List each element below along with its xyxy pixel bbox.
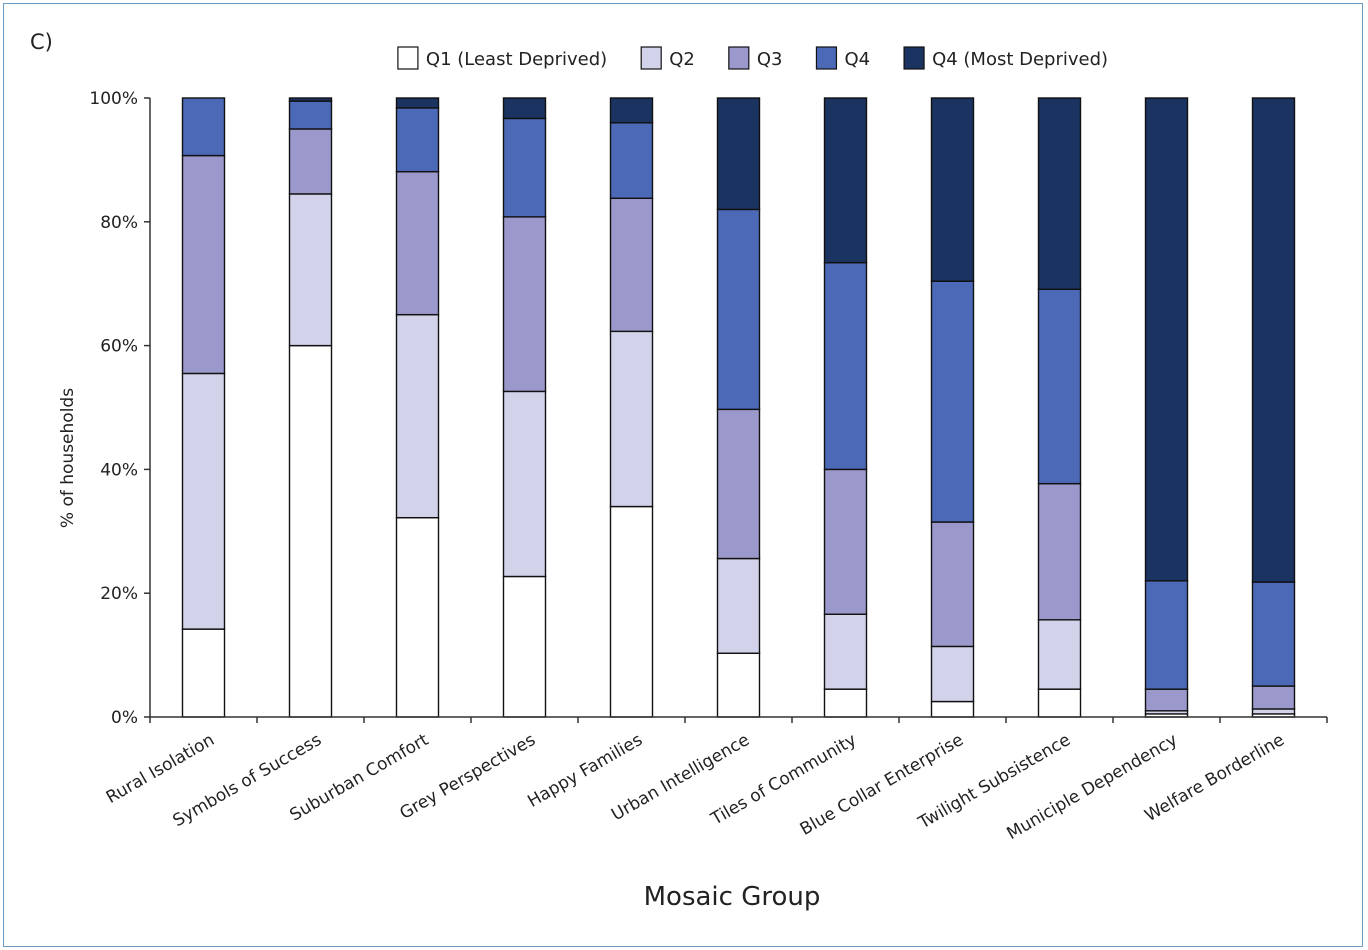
bar-segment-q4 (181, 97, 226, 157)
bar-segment-q1 (502, 575, 547, 718)
bar-segment-q3 (502, 216, 547, 393)
bar-segment-q1 (609, 505, 654, 718)
bar-stack (716, 97, 761, 718)
bar-stack (1144, 97, 1189, 718)
bar-stack (930, 97, 975, 718)
bar-segment-q4 (609, 122, 654, 199)
bar-segment-q2 (823, 613, 868, 690)
bar-segment-q1 (823, 688, 868, 718)
legend-swatch (728, 46, 750, 70)
legend-swatch (815, 46, 838, 70)
bar-segment-q3 (930, 521, 975, 648)
legend-item: Q3 (728, 46, 783, 70)
legend-item: Q4 (815, 46, 870, 70)
y-tick-label: 60% (100, 337, 138, 357)
bar-segment-q4 (930, 280, 975, 523)
y-tick-label: 0% (111, 708, 138, 728)
bar-segment-q3 (1037, 482, 1082, 621)
legend-label: Q4 (844, 49, 870, 70)
bar-segment-q2 (288, 193, 333, 347)
bar-segment-q5 (1251, 97, 1296, 583)
y-axis-title: % of households (58, 388, 78, 528)
bar-segment-q3 (288, 128, 333, 195)
bar-segment-q3 (395, 170, 440, 316)
bar-segment-q4 (502, 117, 547, 218)
bar-stack (1037, 97, 1082, 718)
bar-stack (181, 97, 226, 718)
bar-segment-q2 (1251, 708, 1296, 715)
bar-stack (1251, 97, 1296, 718)
bar-segment-q4 (1251, 581, 1296, 687)
bar-segment-q2 (395, 313, 440, 519)
bar-segment-q1 (1037, 688, 1082, 718)
bar-segment-q5 (716, 97, 761, 211)
bar-segment-q5 (823, 97, 868, 264)
bar-segment-q1 (930, 700, 975, 718)
bar-segment-q5 (930, 97, 975, 282)
bar-segment-q4 (395, 107, 440, 173)
bar-segment-q5 (1144, 97, 1189, 582)
bar-segment-q3 (823, 468, 868, 615)
bar-segment-q2 (609, 330, 654, 508)
bar-segment-q4 (823, 261, 868, 471)
bar-segment-q3 (1144, 688, 1189, 712)
legend-swatch (397, 46, 419, 70)
legend-label: Q4 (Most Deprived) (932, 49, 1108, 70)
bar-segment-q3 (716, 408, 761, 560)
bar-stack (823, 97, 868, 718)
legend-item: Q4 (Most Deprived) (903, 46, 1108, 70)
bar-segment-q5 (288, 97, 333, 102)
bar-segment-q1 (288, 344, 333, 718)
bar-segment-q2 (181, 372, 226, 630)
bar-segment-q2 (930, 645, 975, 703)
bar-segment-q5 (1037, 97, 1082, 290)
panel-label: C) (30, 30, 53, 54)
legend-swatch (640, 46, 662, 70)
bar-segment-q2 (716, 557, 761, 654)
bar-segment-q1 (181, 628, 226, 718)
bar-segment-q4 (716, 208, 761, 411)
y-tick-label: 80% (100, 213, 138, 233)
legend-label: Q1 (Least Deprived) (426, 49, 607, 70)
y-tick-label: 100% (89, 89, 138, 109)
legend-swatch (903, 46, 925, 70)
bar-segment-q3 (609, 197, 654, 333)
bar-segment-q4 (288, 100, 333, 130)
bar-segment-q5 (609, 97, 654, 124)
legend-label: Q2 (669, 49, 695, 70)
legend-label: Q3 (757, 49, 783, 70)
chart-frame (3, 3, 1363, 947)
bar-segment-q3 (1251, 685, 1296, 710)
bars (181, 97, 1296, 718)
y-tick-label: 20% (100, 584, 138, 604)
bar-segment-q5 (395, 97, 440, 109)
legend-item: Q1 (Least Deprived) (397, 46, 607, 70)
bar-stack (395, 97, 440, 718)
bar-segment-q5 (502, 97, 547, 120)
bar-segment-q3 (181, 154, 226, 375)
bar-stack (609, 97, 654, 718)
x-tick-label: Municiple Dependency (1004, 730, 1181, 844)
bar-segment-q2 (1037, 619, 1082, 690)
bar-segment-q4 (1144, 580, 1189, 690)
bar-segment-q1 (395, 516, 440, 718)
y-axis: 0% 20% 40% 60% 80% 100% (89, 89, 151, 728)
bar-segment-q4 (1037, 288, 1082, 485)
x-axis-title: Mosaic Group (644, 882, 821, 912)
bar-stack (288, 97, 333, 718)
bar-stack (502, 97, 547, 718)
y-tick-label: 40% (100, 460, 138, 480)
legend: Q1 (Least Deprived) Q2 Q3 Q4 Q4 (Most Depriv… (397, 46, 1108, 70)
bar-segment-q2 (502, 390, 547, 578)
bar-segment-q1 (716, 652, 761, 718)
legend-item: Q2 (640, 46, 695, 70)
